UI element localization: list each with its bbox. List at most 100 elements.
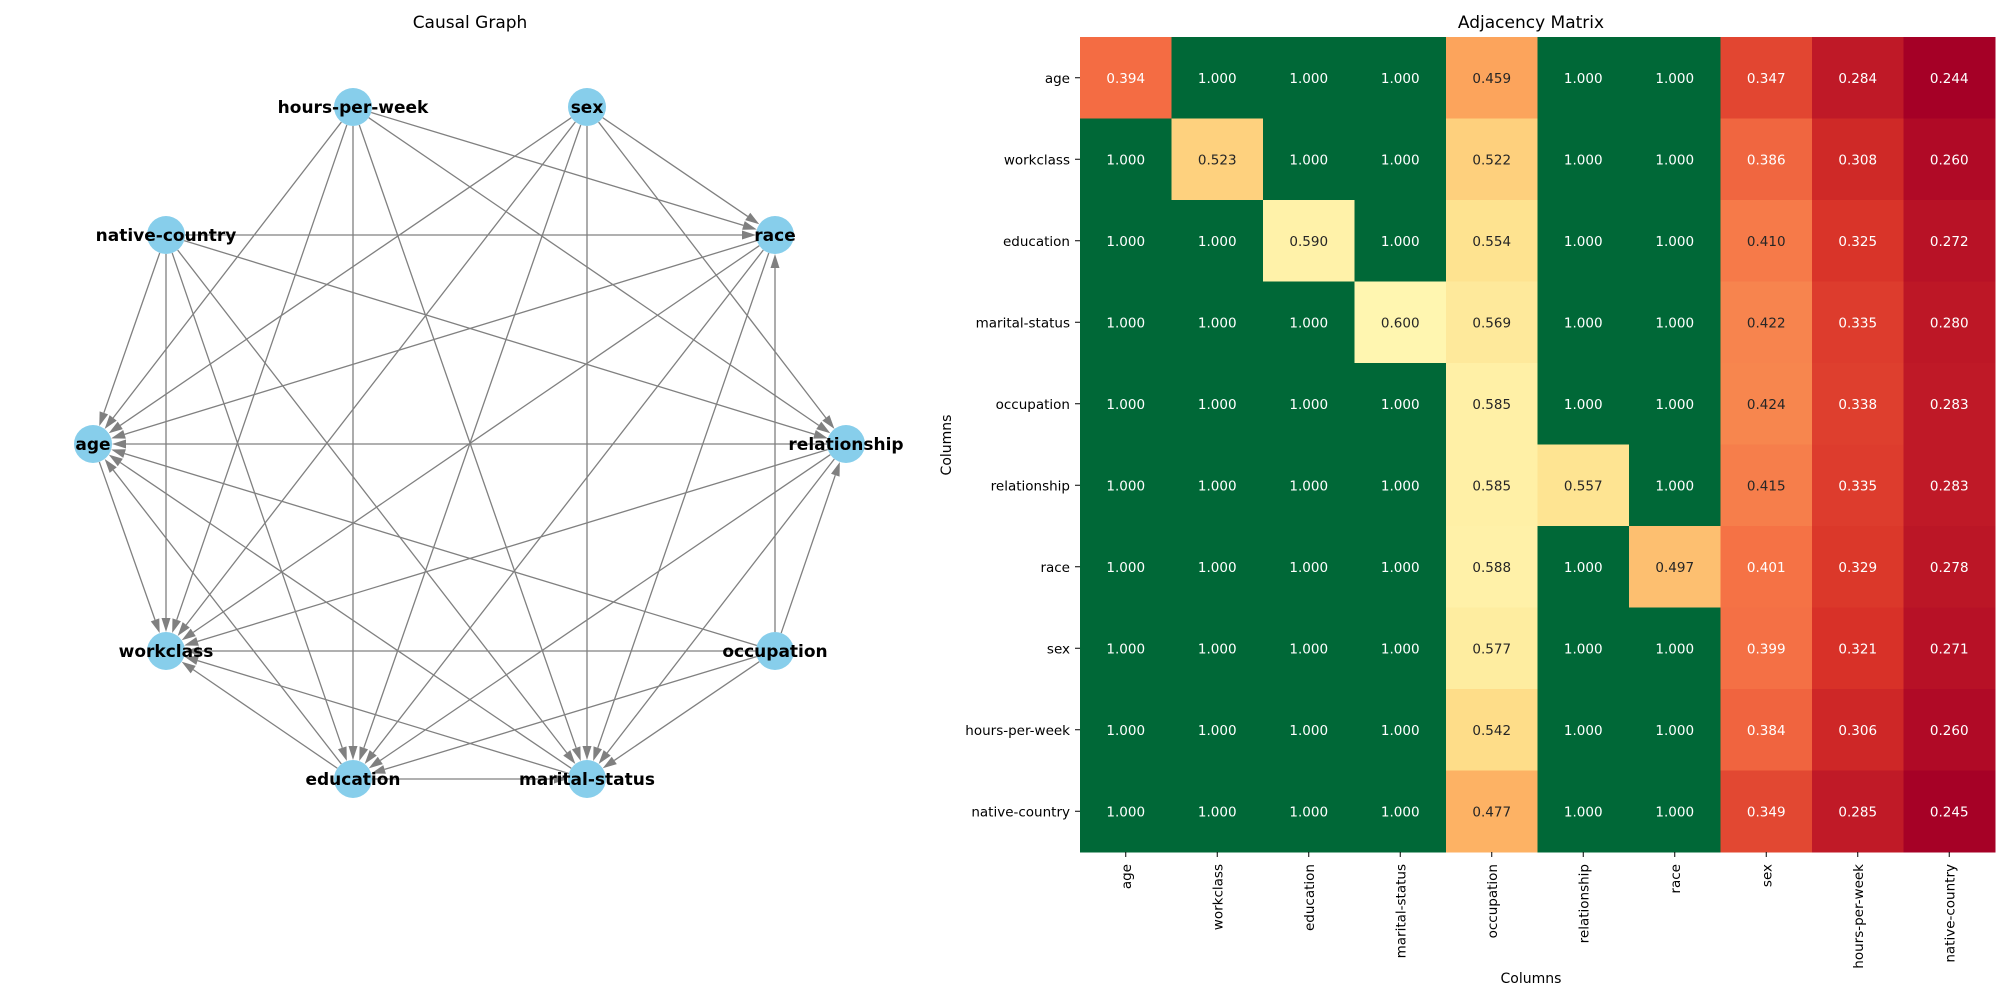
edge-sex-to-workclass [177, 121, 576, 636]
cell-marital-status-marital-status [1354, 281, 1447, 364]
cell-label-relationship-native-country: 0.283 [1930, 478, 1969, 494]
y-tick-occupation: occupation [996, 397, 1070, 413]
edge-education-to-age [104, 459, 342, 765]
edge-sex-to-marital-status [582, 126, 592, 760]
cell-label-education-relationship: 1.000 [1564, 234, 1603, 250]
y-tick-marital-status: marital-status [976, 315, 1070, 331]
cell-education-education [1263, 200, 1355, 282]
edge-race-to-education [364, 249, 764, 764]
node-education [334, 760, 372, 798]
cell-age-relationship [1537, 37, 1630, 119]
cell-race-sex [1720, 526, 1813, 608]
edge-occupation-to-workclass [185, 646, 756, 656]
x-tick-native-country: native-country [1942, 864, 1958, 963]
cell-label-sex-occupation: 0.577 [1472, 641, 1511, 657]
edge-sex-to-race [602, 117, 760, 225]
x-tick-sex: sex [1759, 864, 1775, 887]
cell-label-occupation-native-country: 0.283 [1930, 397, 1969, 413]
y-tick-workclass: workclass [1004, 152, 1070, 168]
cell-sex-age [1080, 607, 1172, 690]
cell-label-hours-per-week-hours-per-week: 0.306 [1838, 723, 1877, 739]
edge-relationship-to-workclass [184, 448, 829, 646]
cell-marital-status-hours-per-week [1812, 281, 1904, 364]
cell-label-marital-status-relationship: 1.000 [1564, 315, 1603, 331]
heatmap-y-ticks: age workclass education marital-status occup… [965, 71, 1080, 820]
edge-occupation-to-age [111, 449, 758, 647]
cell-marital-status-race [1629, 281, 1721, 364]
cell-label-sex-native-country: 0.271 [1930, 641, 1969, 657]
cell-label-hours-per-week-marital-status: 1.000 [1381, 723, 1420, 739]
y-tick-native-country: native-country [971, 804, 1070, 820]
x-tick-occupation: occupation [1485, 864, 1501, 938]
cell-label-native-country-workclass: 1.000 [1198, 804, 1237, 820]
cell-age-age [1080, 37, 1172, 119]
cell-relationship-marital-status [1354, 444, 1447, 527]
edge-education-to-workclass [181, 661, 338, 769]
cell-education-hours-per-week [1812, 200, 1904, 282]
cell-label-education-hours-per-week: 0.325 [1838, 234, 1877, 250]
cell-label-marital-status-occupation: 0.569 [1472, 315, 1511, 331]
x-tick-age: age [1119, 864, 1135, 889]
cell-relationship-native-country [1903, 444, 1996, 527]
cell-label-hours-per-week-sex: 0.384 [1747, 723, 1786, 739]
edge-sex-to-relationship [598, 121, 835, 429]
node-label-relationship: relationship [788, 435, 903, 455]
cell-label-hours-per-week-age: 1.000 [1106, 723, 1145, 739]
cell-label-sex-relationship: 1.000 [1564, 641, 1603, 657]
edge-occupation-to-race [770, 254, 780, 632]
cell-sex-occupation [1446, 607, 1538, 690]
cell-label-workclass-education: 1.000 [1289, 152, 1328, 168]
y-tick-hours-per-week: hours-per-week [965, 723, 1070, 739]
x-tick-relationship: relationship [1576, 864, 1592, 943]
cell-sex-hours-per-week [1812, 607, 1904, 690]
edge-race-to-marital-status [593, 252, 770, 762]
cell-label-education-sex: 0.410 [1747, 234, 1786, 250]
cell-label-age-age: 0.394 [1106, 71, 1145, 87]
cell-native-country-occupation [1446, 770, 1538, 853]
cell-label-sex-race: 1.000 [1655, 641, 1694, 657]
cell-label-race-relationship: 1.000 [1564, 560, 1603, 576]
cell-label-occupation-relationship: 1.000 [1564, 397, 1603, 413]
cell-relationship-hours-per-week [1812, 444, 1904, 527]
cell-marital-status-native-country [1903, 281, 1996, 364]
node-age [74, 425, 112, 463]
cell-sex-native-country [1903, 607, 1996, 690]
node-native-country [147, 216, 185, 254]
cell-label-age-relationship: 1.000 [1564, 71, 1603, 87]
node-label-hours-per-week: hours-per-week [278, 98, 429, 118]
cell-label-age-education: 1.000 [1289, 71, 1328, 87]
cell-label-race-marital-status: 1.000 [1381, 560, 1420, 576]
cell-hours-per-week-native-country [1903, 689, 1996, 771]
cell-label-relationship-age: 1.000 [1106, 478, 1145, 494]
cell-label-native-country-hours-per-week: 0.285 [1838, 804, 1877, 820]
cell-occupation-native-country [1903, 363, 1996, 445]
cell-relationship-age [1080, 444, 1172, 527]
cell-label-race-sex: 0.401 [1747, 560, 1786, 576]
node-label-race: race [754, 226, 795, 246]
cell-label-age-marital-status: 1.000 [1381, 71, 1420, 87]
cell-occupation-workclass [1171, 363, 1264, 445]
edge-occupation-to-education [371, 655, 758, 774]
cell-label-sex-marital-status: 1.000 [1381, 641, 1420, 657]
cell-label-marital-status-marital-status: 0.600 [1381, 315, 1420, 331]
edge-relationship-to-education [368, 454, 831, 769]
x-tick-race: race [1668, 864, 1684, 894]
cell-label-marital-status-age: 1.000 [1106, 315, 1145, 331]
edge-age-to-workclass [98, 461, 160, 634]
cell-label-education-race: 1.000 [1655, 234, 1694, 250]
cell-education-sex [1720, 200, 1813, 282]
cell-label-race-workclass: 1.000 [1198, 560, 1237, 576]
cell-label-occupation-workclass: 1.000 [1198, 397, 1237, 413]
heatmap-cells: 0.394 1.000 1.000 1.000 0.459 1.000 1.000 0.347… [1080, 37, 1996, 853]
cell-marital-status-occupation [1446, 281, 1538, 364]
cell-occupation-race [1629, 363, 1721, 445]
edge-native-country-to-race [185, 230, 756, 240]
y-tick-relationship: relationship [991, 478, 1070, 494]
cell-label-education-age: 1.000 [1106, 234, 1145, 250]
cell-occupation-relationship [1537, 363, 1630, 445]
cell-sex-marital-status [1354, 607, 1447, 690]
cell-hours-per-week-occupation [1446, 689, 1538, 771]
cell-label-age-sex: 0.347 [1747, 71, 1786, 87]
cell-label-native-country-education: 1.000 [1289, 804, 1328, 820]
cell-label-age-occupation: 0.459 [1472, 71, 1511, 87]
